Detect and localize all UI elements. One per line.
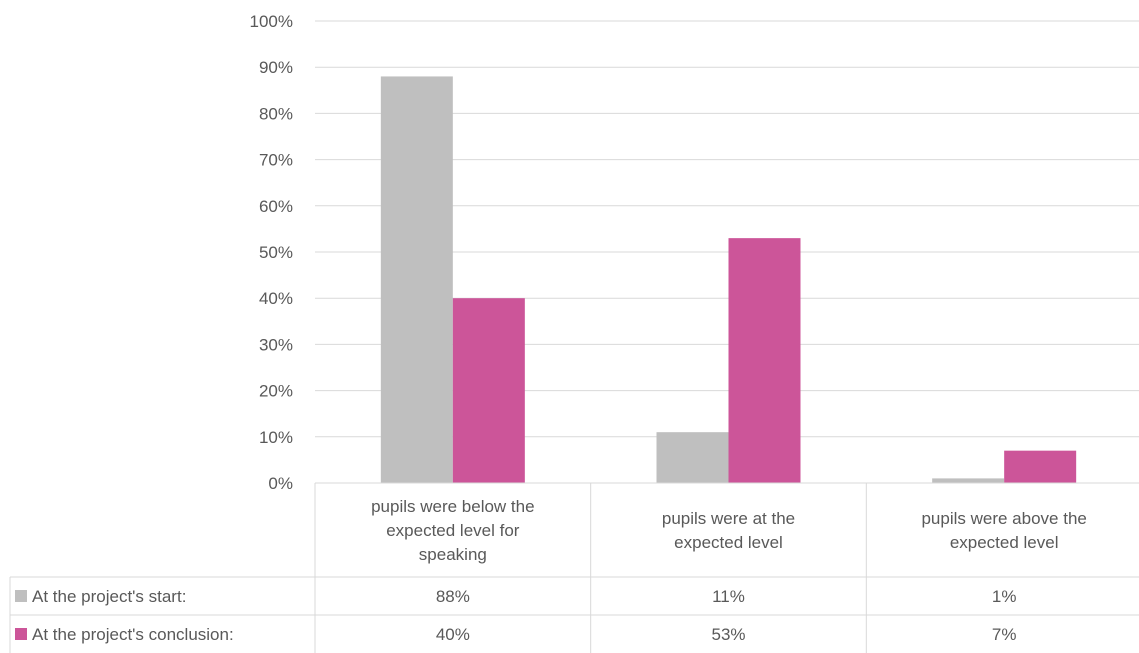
category-label: pupils were above the expected level — [921, 509, 1086, 552]
data-table-grid — [9, 482, 1139, 653]
legend-swatch-series-2 — [15, 628, 27, 640]
y-axis-tick-labels: 0% 10% 20% 30% 40% 50% 60% 70% 80% 90% 100% — [250, 12, 293, 493]
data-table: At the project's start: 88% 11% 1% At the pr… — [15, 587, 1016, 644]
y-tick-label: 70% — [259, 151, 293, 170]
data-table-value: 53% — [711, 625, 745, 644]
data-table-value: 11% — [712, 587, 745, 606]
y-tick-label: 20% — [259, 382, 293, 401]
legend-series-name: At the project's start: — [32, 587, 186, 606]
data-table-value: 7% — [992, 625, 1017, 644]
category-label: pupils were at the expected level — [662, 509, 795, 552]
bars — [380, 76, 1077, 483]
category-label: pupils were below the expected level for s… — [371, 497, 534, 564]
category-labels: pupils were below the expected level for s… — [371, 497, 1087, 564]
y-tick-label: 60% — [259, 197, 293, 216]
data-table-value: 88% — [436, 587, 470, 606]
y-tick-label: 10% — [259, 428, 293, 447]
bar-series-1-cat-3 — [932, 478, 1005, 483]
legend-swatch-series-1 — [15, 590, 27, 602]
data-table-value: 1% — [992, 587, 1017, 606]
bar-series-2-cat-1 — [452, 298, 525, 483]
bar-series-1-cat-2 — [656, 432, 729, 483]
y-tick-label: 100% — [250, 12, 293, 31]
bar-series-1-cat-1 — [380, 76, 453, 483]
y-tick-label: 30% — [259, 335, 293, 354]
y-tick-label: 50% — [259, 243, 293, 262]
y-tick-label: 90% — [259, 58, 293, 77]
bar-series-2-cat-2 — [728, 238, 801, 483]
y-tick-label: 40% — [259, 289, 293, 308]
bar-series-2-cat-3 — [1004, 450, 1077, 483]
y-tick-label: 0% — [268, 474, 293, 493]
y-tick-label: 80% — [259, 104, 293, 123]
legend-series-name: At the project's conclusion: — [32, 625, 234, 644]
data-table-value: 40% — [436, 625, 470, 644]
